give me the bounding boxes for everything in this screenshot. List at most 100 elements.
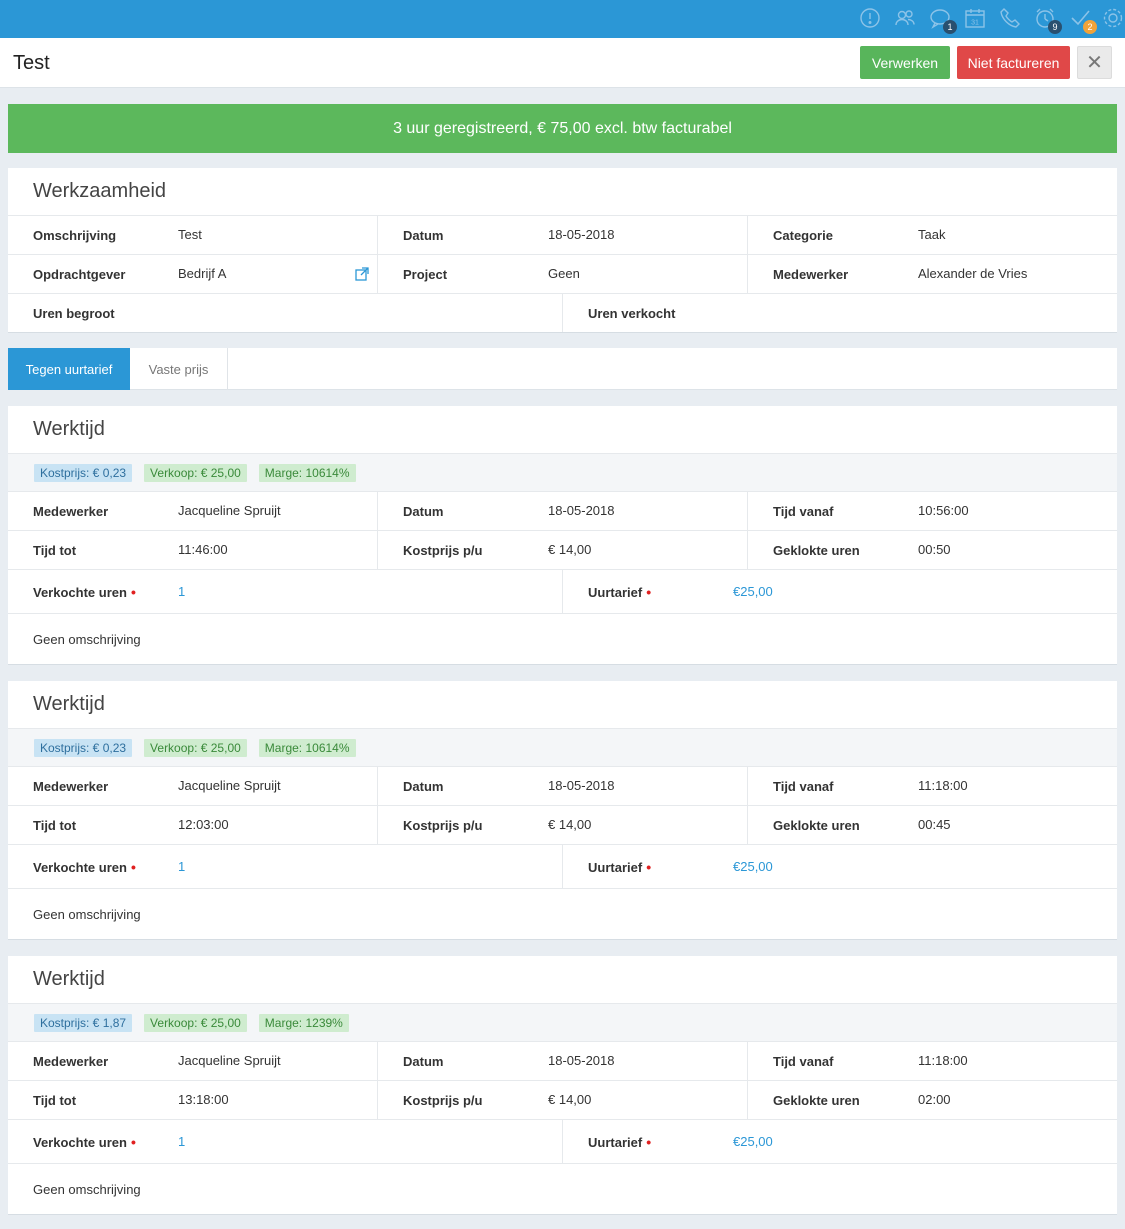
calendar-day: 31 <box>971 20 979 27</box>
datum-cell: Datum 18-05-2018 <box>377 492 747 530</box>
required-marker: • <box>646 859 652 875</box>
verkochte-uren-label: Verkochte uren • <box>33 859 136 875</box>
omschrijving-text[interactable]: Geen omschrijving <box>33 1181 141 1197</box>
process-button[interactable]: Verwerken <box>860 46 950 79</box>
omschrijving-label: Omschrijving <box>33 228 117 243</box>
werktijd-panel-1: Werktijd Kostprijs: € 0,23 Verkoop: € 25… <box>8 406 1117 665</box>
kostprijs-badge: Kostprijs: € 0,23 <box>34 463 133 482</box>
kostprijs-pu-cell: Kostprijs p/u € 14,00 <box>377 1081 747 1119</box>
tijd-vanaf-label: Tijd vanaf <box>773 504 834 519</box>
uurtarief-cell: Uurtarief • €25,00 <box>562 845 1117 888</box>
verkoop-badge: Verkoop: € 25,00 <box>144 463 247 482</box>
project-label: Project <box>403 267 448 282</box>
tijd-tot-label: Tijd tot <box>33 1093 77 1108</box>
close-button[interactable]: ✕ <box>1077 46 1112 79</box>
opdrachtgever-value: Bedrijf A <box>178 266 227 281</box>
kostprijs-pu-label: Kostprijs p/u <box>403 543 483 558</box>
uren-verkocht-cell: Uren verkocht <box>562 294 1117 332</box>
required-marker: • <box>646 1134 652 1150</box>
users-icon[interactable] <box>892 5 918 31</box>
calendar-icon[interactable]: 31 <box>962 5 988 31</box>
verkochte-uren-input[interactable]: 1 <box>178 859 186 874</box>
kostprijs-pu-label: Kostprijs p/u <box>403 818 483 833</box>
medewerker-value: Jacqueline Spruijt <box>178 503 281 518</box>
project-value: Geen <box>548 266 580 281</box>
kostprijs-pu-cell: Kostprijs p/u € 14,00 <box>377 531 747 569</box>
medewerker-label: Medewerker <box>33 504 109 519</box>
verkochte-uren-input[interactable]: 1 <box>178 1134 186 1149</box>
alarm-icon[interactable]: 9 <box>1032 5 1062 34</box>
pricing-tabs: Tegen uurtarief Vaste prijs <box>8 348 1117 390</box>
cost-badges: Kostprijs: € 0,23 Verkoop: € 25,00 Marge… <box>8 729 1117 767</box>
verkochte-uren-input[interactable]: 1 <box>178 584 186 599</box>
werktijd-row-1: Medewerker Jacqueline Spruijt Datum 18-0… <box>8 1042 1117 1081</box>
verkochte-uren-label-text: Verkochte uren <box>33 860 127 875</box>
tijd-tot-value: 13:18:00 <box>178 1092 229 1107</box>
datum-value: 18-05-2018 <box>548 227 615 242</box>
geklokte-uren-cell: Geklokte uren 00:50 <box>747 531 1117 569</box>
tijd-vanaf-value: 11:18:00 <box>918 1053 968 1068</box>
tijd-tot-cell: Tijd tot 11:46:00 <box>8 531 377 569</box>
medewerker-label: Medewerker <box>773 267 849 282</box>
medewerker-label: Medewerker <box>33 1054 109 1069</box>
verkochte-uren-label-text: Verkochte uren <box>33 1135 127 1150</box>
uurtarief-label: Uurtarief • <box>588 859 651 875</box>
kostprijs-pu-cell: Kostprijs p/u € 14,00 <box>377 806 747 844</box>
medewerker-cell: Medewerker Jacqueline Spruijt <box>8 492 377 530</box>
page-header: Test Verwerken Niet factureren ✕ <box>0 38 1125 88</box>
kostprijs-pu-value: € 14,00 <box>548 817 592 832</box>
werktijd-panel-2: Werktijd Kostprijs: € 0,23 Verkoop: € 25… <box>8 681 1117 940</box>
geklokte-uren-label: Geklokte uren <box>773 543 860 558</box>
omschrijving-value: Test <box>178 227 202 242</box>
verkochte-uren-cell: Verkochte uren • 1 <box>8 1120 562 1163</box>
datum-cell: Datum 18-05-2018 <box>377 1042 747 1080</box>
external-link-icon[interactable] <box>355 267 369 281</box>
werkzaamheid-row-2: Opdrachtgever Bedrijf A Project Geen Med… <box>8 255 1117 294</box>
required-marker: • <box>130 1134 136 1150</box>
no-invoice-button[interactable]: Niet factureren <box>957 46 1070 79</box>
alert-icon[interactable] <box>857 5 883 31</box>
check-badge: 2 <box>1083 20 1097 34</box>
tijd-vanaf-label: Tijd vanaf <box>773 779 834 794</box>
uurtarief-input[interactable]: €25,00 <box>733 1134 773 1149</box>
werktijd-title: Werktijd <box>8 956 1117 1004</box>
project-cell: Project Geen <box>377 255 747 293</box>
categorie-label: Categorie <box>773 228 833 243</box>
geklokte-uren-label: Geklokte uren <box>773 1093 860 1108</box>
datum-cell: Datum 18-05-2018 <box>377 767 747 805</box>
geklokte-uren-label: Geklokte uren <box>773 818 860 833</box>
omschrijving-cell: Omschrijving Test <box>8 216 377 254</box>
chat-icon[interactable]: 1 <box>927 5 957 34</box>
medewerker-value: Jacqueline Spruijt <box>178 778 281 793</box>
verkoop-badge: Verkoop: € 25,00 <box>144 738 247 757</box>
medewerker-value: Jacqueline Spruijt <box>178 1053 281 1068</box>
werkzaamheid-row-1: Omschrijving Test Datum 18-05-2018 Categ… <box>8 216 1117 255</box>
tab-hourly[interactable]: Tegen uurtarief <box>8 348 130 390</box>
datum-value: 18-05-2018 <box>548 503 615 518</box>
werktijd-row-3: Verkochte uren • 1 Uurtarief • €25,00 <box>8 845 1117 889</box>
required-marker: • <box>130 859 136 875</box>
settings-icon[interactable] <box>1100 5 1125 31</box>
omschrijving-text[interactable]: Geen omschrijving <box>33 906 141 922</box>
verkochte-uren-label: Verkochte uren • <box>33 584 136 600</box>
categorie-cell: Categorie Taak <box>747 216 1117 254</box>
tab-fixed[interactable]: Vaste prijs <box>130 348 228 390</box>
cost-badges: Kostprijs: € 1,87 Verkoop: € 25,00 Marge… <box>8 1004 1117 1042</box>
omschrijving-text[interactable]: Geen omschrijving <box>33 631 141 647</box>
werktijd-row-3: Verkochte uren • 1 Uurtarief • €25,00 <box>8 570 1117 614</box>
check-icon[interactable]: 2 <box>1067 5 1097 34</box>
tijd-tot-label: Tijd tot <box>33 543 77 558</box>
phone-icon[interactable] <box>997 5 1023 31</box>
verkochte-uren-cell: Verkochte uren • 1 <box>8 845 562 888</box>
werktijd-row-2: Tijd tot 11:46:00 Kostprijs p/u € 14,00 … <box>8 531 1117 570</box>
chat-badge: 1 <box>943 20 957 34</box>
tijd-vanaf-value: 11:18:00 <box>918 778 968 793</box>
uurtarief-input[interactable]: €25,00 <box>733 859 773 874</box>
uurtarief-input[interactable]: €25,00 <box>733 584 773 599</box>
uurtarief-label-text: Uurtarief <box>588 860 643 875</box>
datum-label: Datum <box>403 1054 444 1069</box>
tijd-vanaf-value: 10:56:00 <box>918 503 969 518</box>
werktijd-row-2: Tijd tot 13:18:00 Kostprijs p/u € 14,00 … <box>8 1081 1117 1120</box>
verkochte-uren-label-text: Verkochte uren <box>33 585 127 600</box>
werkzaamheid-panel: Werkzaamheid Omschrijving Test Datum 18-… <box>8 168 1117 333</box>
